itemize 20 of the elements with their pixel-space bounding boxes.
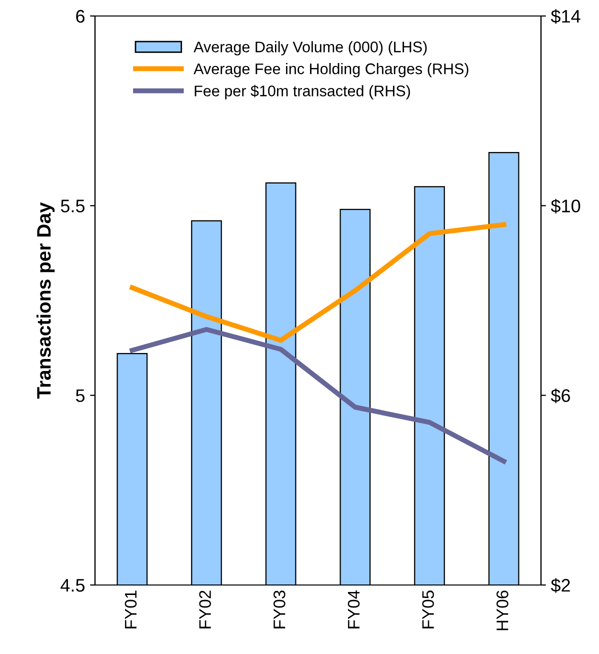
x-tick-label: FY02 [199, 590, 211, 628]
y-tick-label: 6 [76, 10, 84, 23]
y-tick-label: 4.5 [60, 579, 85, 592]
x-tick-label: FY03 [274, 590, 286, 628]
x-tick-label: FY04 [348, 590, 360, 628]
x-tick-label: HY06 [496, 590, 508, 630]
line-series [130, 222, 506, 343]
legend-label: Fee per $10m transacted (RHS) [194, 84, 410, 100]
y2-tick-label: $14 [550, 9, 580, 24]
y-axis-title: Transactions per Day [36, 202, 55, 399]
x-tick-label: FY01 [124, 590, 137, 628]
y2-tick-label: $6 [550, 388, 570, 404]
legend-label: Average Fee inc Holding Charges (RHS) [194, 63, 468, 78]
line-series [130, 326, 506, 464]
y2-tick-label: $2 [550, 578, 570, 593]
x-tick-label: FY05 [422, 590, 434, 628]
y2-tick-label: $10 [550, 198, 580, 214]
legend-label: Average Daily Volume (000) (LHS) [194, 41, 427, 56]
y-tick-label: 5 [76, 389, 85, 402]
y-tick-label: 5.5 [60, 200, 85, 212]
